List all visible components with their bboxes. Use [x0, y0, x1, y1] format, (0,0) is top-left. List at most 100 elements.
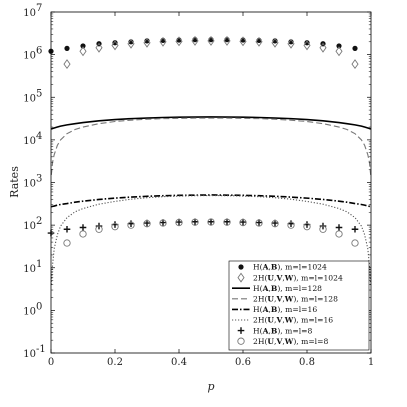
legend-label: 2H(U,V,W), m=l=8: [253, 337, 328, 346]
data-point: [207, 218, 215, 226]
series-3: [50, 117, 372, 176]
series-line: [51, 116, 371, 130]
series-line: [50, 117, 372, 176]
data-point: [79, 230, 87, 238]
legend-label-part: ), m=l=1024: [277, 263, 327, 272]
data-point: [207, 218, 215, 226]
y-tick-exponent: 7: [36, 3, 42, 14]
data-point: [239, 218, 247, 226]
legend-label-part: ), m=l=16: [293, 316, 333, 325]
legend-label-part: ), m=l=128: [293, 295, 338, 304]
data-point: [95, 42, 103, 53]
data-point: [319, 42, 327, 53]
legend-label-part: 2H(: [253, 316, 267, 325]
legend-entry: H(A,B), m=l=8: [237, 326, 312, 335]
legend-label-part: A: [262, 263, 269, 272]
y-tick-base: 10: [23, 93, 36, 104]
data-point: [79, 46, 87, 57]
legend-label: H(A,B), m=l=128: [253, 284, 322, 293]
data-point: [223, 218, 231, 226]
legend-label: H(A,B), m=l=8: [253, 326, 312, 335]
x-tick-label: 0.8: [299, 357, 315, 368]
legend-entry: 2H(U,V,W), m=l=16: [232, 316, 333, 325]
legend-label-part: B: [271, 284, 277, 293]
data-point: [271, 37, 279, 48]
legend-label-part: ,: [282, 273, 284, 282]
legend-marker-swatch: [237, 337, 245, 345]
data-point: [143, 220, 151, 228]
series-2: [51, 116, 371, 130]
data-point: [303, 40, 311, 51]
data-point: [336, 43, 342, 49]
legend-label-part: B: [271, 263, 277, 272]
legend-label-part: W: [284, 295, 294, 304]
legend-entry: 2H(U,V,W), m=l=1024: [237, 272, 343, 283]
y-tick-base: 10: [23, 264, 36, 275]
data-point: [239, 36, 247, 47]
legend-label-part: B: [271, 326, 277, 335]
legend-label: 2H(U,V,W), m=l=16: [253, 316, 333, 325]
legend-label-part: V: [275, 316, 282, 325]
data-point: [303, 223, 311, 231]
legend-label-part: W: [284, 316, 294, 325]
legend-label-part: H(: [253, 305, 263, 314]
data-point: [63, 59, 71, 70]
legend-label-part: U: [267, 337, 274, 346]
legend-entry: 2H(U,V,W), m=l=8: [237, 337, 328, 346]
data-point: [111, 40, 119, 51]
data-point: [127, 221, 135, 229]
legend-entry: H(A,B), m=l=16: [232, 305, 317, 314]
data-point: [351, 239, 359, 247]
data-point: [111, 223, 119, 231]
legend-marker-swatch: [238, 264, 244, 270]
y-tick-label: 10: [23, 93, 36, 104]
series-6: [47, 218, 359, 237]
y-axis-label: Rates: [8, 166, 21, 198]
data-point: [223, 218, 231, 226]
data-point: [335, 46, 343, 57]
y-tick-label: 10: [23, 221, 36, 232]
legend-label-part: 2H(: [253, 337, 267, 346]
legend-label-part: 2H(: [253, 273, 267, 282]
data-point: [159, 219, 167, 226]
y-tick-label: 10: [23, 136, 36, 147]
legend-label-part: W: [284, 337, 294, 346]
data-point: [95, 225, 103, 233]
legend-label-part: ), m=l=1024: [293, 273, 343, 282]
y-tick-exponent: 5: [36, 88, 42, 99]
legend-label-part: H(: [253, 326, 263, 335]
y-tick-exponent: 2: [36, 216, 42, 227]
legend-label-part: U: [267, 316, 274, 325]
data-point: [175, 218, 183, 226]
legend-label-part: U: [267, 273, 274, 282]
data-point: [64, 45, 70, 51]
y-tick-exponent: 0: [36, 301, 42, 312]
y-tick-label: 10: [23, 179, 36, 190]
legend-label-part: H(: [253, 284, 263, 293]
legend-label-part: ,: [282, 337, 284, 346]
series-layer: [47, 35, 372, 285]
data-point: [175, 218, 183, 227]
y-tick-base: 10: [23, 8, 36, 19]
legend-label-part: ,: [274, 273, 276, 282]
data-point: [159, 36, 167, 47]
y-tick-label: 10: [23, 264, 36, 275]
data-point: [112, 40, 118, 46]
legend-label-part: V: [275, 337, 282, 346]
legend-label: 2H(U,V,W), m=l=128: [253, 295, 338, 304]
y-tick-base: 10: [23, 306, 36, 317]
data-point: [191, 35, 199, 46]
y-tick-base: 10: [23, 179, 36, 190]
data-point: [319, 225, 327, 233]
legend-label-part: ,: [274, 295, 276, 304]
data-point: [351, 59, 359, 70]
data-point: [271, 220, 279, 228]
legend-marker-swatch: [237, 327, 245, 334]
y-tick-label: 10: [23, 51, 36, 62]
legend-label-part: ,: [269, 326, 271, 335]
y-tick-label: 10: [23, 306, 36, 317]
data-point: [255, 219, 263, 227]
legend-label-part: A: [262, 326, 269, 335]
x-tick-label: 0.4: [171, 357, 187, 368]
